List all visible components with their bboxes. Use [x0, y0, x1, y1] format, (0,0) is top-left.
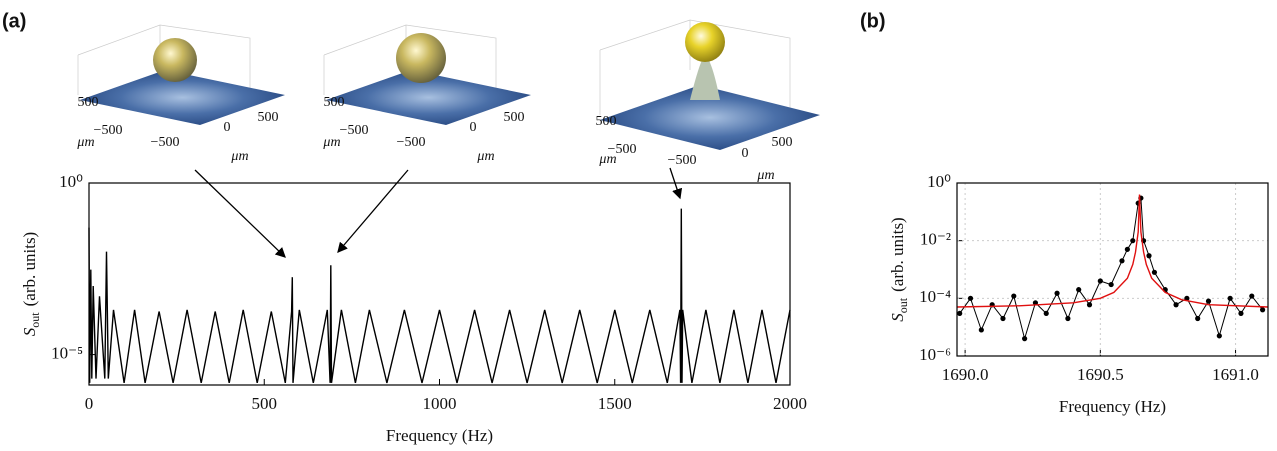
- y-tick-label: 10⁻⁶: [919, 345, 951, 364]
- data-point: [1097, 278, 1103, 284]
- y-tick-label: 10⁻⁴: [919, 287, 951, 306]
- plot-frame: [956, 182, 1269, 357]
- data-point: [1022, 336, 1028, 342]
- series-line: [956, 194, 1269, 308]
- y-label-subscript: out: [28, 312, 42, 328]
- x-tick-label: 1690.5: [1077, 365, 1124, 384]
- x-axis-label: Frequency (Hz): [1059, 397, 1166, 416]
- inset-tick-label: −500: [397, 135, 426, 150]
- inset-tick-label: −500: [151, 135, 180, 150]
- inset-tick-label: −500: [94, 123, 123, 138]
- data-point: [1146, 253, 1152, 259]
- data-point: [1011, 293, 1017, 299]
- x-tick-label: 1691.0: [1212, 365, 1259, 384]
- plot-frame: [88, 182, 791, 386]
- data-point: [1151, 269, 1158, 275]
- data-point: [1032, 300, 1039, 306]
- y-tick-label: 10⁰: [59, 172, 83, 191]
- inset-renders: [77, 19, 820, 150]
- data-point: [1173, 302, 1179, 308]
- inset-tick-label: μm: [476, 149, 494, 164]
- inset-tick-label: 500: [596, 114, 617, 129]
- inset-tick-label: μm: [76, 135, 94, 150]
- data-point: [1086, 302, 1093, 308]
- x-tick-label: 1500: [598, 394, 632, 413]
- inset-tick-label: μm: [598, 152, 616, 167]
- x-tick-label: 1000: [423, 394, 457, 413]
- inset-tick-label: −500: [668, 153, 697, 168]
- y-axis-label: Sout (arb. units): [20, 232, 42, 336]
- inset-tick-label: 0: [742, 146, 749, 161]
- data-point: [1000, 315, 1006, 322]
- x-tick-label: 1690.0: [942, 365, 989, 384]
- data-point: [1130, 238, 1136, 244]
- data-point: [1216, 333, 1222, 339]
- inset-tick-label: μm: [230, 149, 248, 164]
- inset-tick-label: 0: [224, 120, 231, 135]
- y-label-unit: (arb. units): [20, 232, 39, 307]
- inset-tick-label: μm: [756, 168, 774, 183]
- arrows: [194, 167, 683, 258]
- data-point: [1184, 295, 1190, 301]
- inset-tick-label: 500: [324, 95, 345, 110]
- y-label-unit: (arb. units): [888, 217, 907, 292]
- data-point: [1124, 246, 1130, 252]
- inset-tick-label: μm: [322, 135, 340, 150]
- inset-tick-label: 500: [504, 110, 525, 125]
- data-point: [1108, 281, 1114, 288]
- y-label-symbol: S: [20, 327, 39, 336]
- y-tick-label: 10⁻²: [920, 230, 951, 249]
- x-tick-label: 0: [85, 394, 94, 413]
- data-point: [1065, 315, 1071, 322]
- data-point: [1227, 295, 1233, 301]
- inset-tick-label: 500: [258, 110, 279, 125]
- y-label-symbol: S: [888, 313, 907, 322]
- data-point: [1054, 290, 1060, 296]
- x-tick-label: 2000: [773, 394, 807, 413]
- x-tick-label: 500: [252, 394, 278, 413]
- x-axis-label: Frequency (Hz): [386, 426, 493, 445]
- series-line: [88, 208, 791, 384]
- y-tick-label: 10⁻⁵: [51, 343, 83, 362]
- inset-tick-label: 500: [78, 95, 99, 110]
- inset-tick-label: 500: [772, 135, 793, 150]
- data-point: [1119, 258, 1125, 264]
- y-label-subscript: out: [896, 297, 910, 313]
- data-point: [1043, 310, 1049, 317]
- inset-tick-label: −500: [608, 142, 637, 157]
- panel-label: (a): [2, 10, 26, 32]
- inset-tick-label: 0: [470, 120, 477, 135]
- data-point: [1076, 287, 1082, 293]
- data-point: [957, 310, 963, 317]
- data-point: [1238, 310, 1244, 317]
- data-point: [978, 327, 984, 333]
- data-point: [1259, 307, 1266, 313]
- data-point: [1249, 293, 1255, 299]
- y-axis-label: Sout (arb. units): [888, 217, 910, 321]
- data-point: [967, 295, 974, 301]
- data-point: [1205, 298, 1212, 304]
- inset-tick-label: −500: [340, 123, 369, 138]
- panel-label: (b): [860, 10, 886, 32]
- data-point: [1195, 315, 1201, 322]
- y-tick-label: 10⁰: [927, 172, 951, 191]
